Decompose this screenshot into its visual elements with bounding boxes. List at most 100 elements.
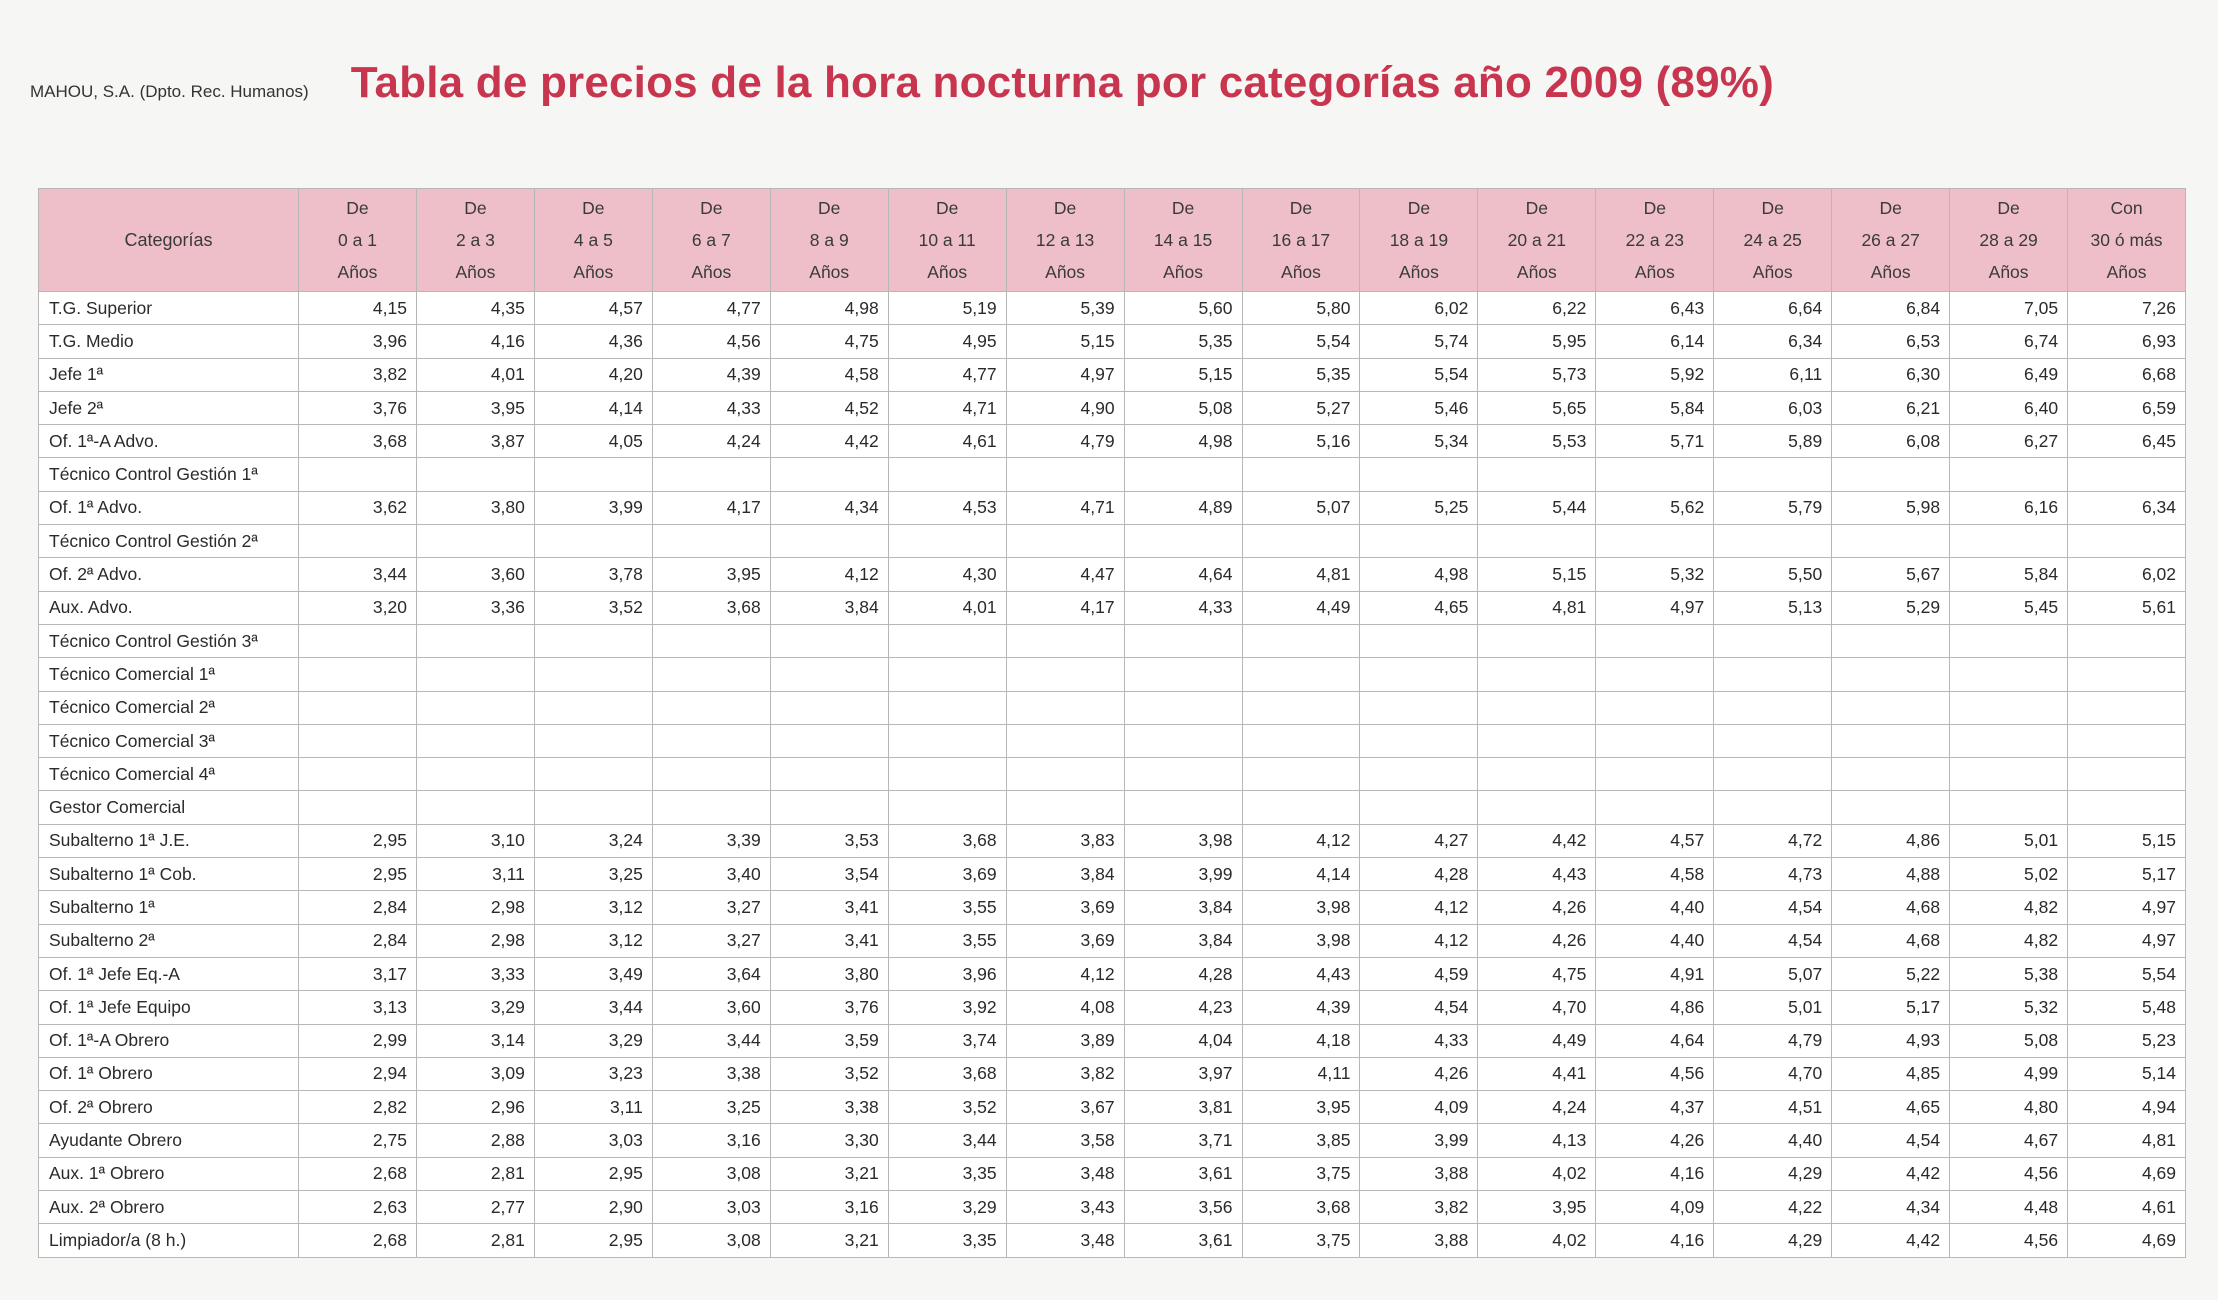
price-cell (1713, 524, 1833, 559)
price-cell (1005, 657, 1125, 692)
price-cell: 4,77 (887, 357, 1007, 392)
price-cell: 4,40 (1595, 890, 1715, 925)
column-header: De 0 a 1 Años (298, 188, 417, 292)
price-cell: 4,14 (1241, 857, 1361, 892)
price-cell: 2,98 (415, 890, 535, 925)
column-header-line: De (818, 198, 841, 218)
column-header-line: De (1997, 198, 2020, 218)
price-cell: 4,68 (1831, 923, 1951, 958)
price-cell: 3,69 (1005, 890, 1125, 925)
price-cell: 5,34 (1359, 424, 1479, 459)
price-cell: 4,28 (1123, 956, 1243, 992)
price-cell (651, 790, 771, 825)
price-cell: 6,43 (1595, 290, 1715, 326)
price-cell: 4,40 (1713, 1123, 1833, 1158)
price-cell: 3,52 (887, 1090, 1007, 1125)
price-cell: 3,14 (415, 1023, 535, 1058)
category-cell: Limpiador/a (8 h.) (38, 1223, 299, 1258)
price-cell (1949, 457, 2069, 492)
column-header: De 20 a 21 Años (1477, 188, 1597, 292)
column-header: De 28 a 29 Años (1949, 188, 2069, 292)
price-cell: 5,61 (2067, 590, 2186, 625)
price-cell: 4,97 (2067, 923, 2186, 958)
price-cell: 3,21 (769, 1223, 889, 1258)
column-header: De 18 a 19 Años (1359, 188, 1479, 292)
price-cell: 3,43 (1005, 1190, 1125, 1225)
price-cell (1359, 757, 1479, 792)
price-cell: 2,95 (533, 1223, 653, 1258)
price-cell: 4,29 (1713, 1156, 1833, 1192)
price-cell (298, 757, 417, 792)
price-cell: 3,68 (887, 1056, 1007, 1092)
price-cell: 4,33 (651, 390, 771, 426)
price-cell: 3,96 (887, 956, 1007, 992)
price-cell: 4,82 (1949, 890, 2069, 925)
price-cell: 6,03 (1713, 390, 1833, 426)
price-cell (1123, 457, 1243, 492)
price-cell: 3,98 (1241, 890, 1361, 925)
price-cell: 6,74 (1949, 324, 2069, 359)
price-cell: 3,03 (533, 1123, 653, 1158)
price-cell (1359, 723, 1479, 759)
price-cell (1831, 623, 1951, 659)
price-cell: 3,27 (651, 890, 771, 925)
price-cell (1477, 457, 1597, 492)
price-cell: 3,09 (415, 1056, 535, 1092)
price-cell: 4,65 (1359, 590, 1479, 625)
column-header-line: De (700, 198, 723, 218)
price-cell: 4,05 (533, 424, 653, 459)
column-header: De 16 a 17 Años (1241, 188, 1361, 292)
price-cell: 2,75 (298, 1123, 417, 1158)
price-cell (1477, 657, 1597, 692)
price-cell: 4,02 (1477, 1156, 1597, 1192)
price-cell: 4,28 (1359, 857, 1479, 892)
column-header: De 10 a 11 Años (887, 188, 1007, 292)
price-cell (415, 723, 535, 759)
price-cell: 4,36 (533, 324, 653, 359)
price-cell (2067, 524, 2186, 559)
price-cell: 3,82 (1359, 1190, 1479, 1225)
price-cell: 4,39 (1241, 990, 1361, 1025)
price-cell: 4,82 (1949, 923, 2069, 958)
price-cell (1241, 790, 1361, 825)
price-cell: 3,84 (1123, 923, 1243, 958)
price-cell: 3,98 (1123, 823, 1243, 859)
price-cell: 4,35 (415, 290, 535, 326)
price-cell: 3,39 (651, 823, 771, 859)
price-cell: 3,82 (298, 357, 417, 392)
price-cell: 5,89 (1713, 424, 1833, 459)
price-cell: 4,53 (887, 490, 1007, 526)
price-cell: 6,22 (1477, 290, 1597, 326)
price-cell: 4,04 (1123, 1023, 1243, 1058)
price-cell: 3,16 (769, 1190, 889, 1225)
price-cell: 4,56 (1595, 1056, 1715, 1092)
price-cell (2067, 657, 2186, 692)
price-cell: 4,81 (1241, 557, 1361, 592)
price-cell: 3,41 (769, 923, 889, 958)
price-cell (651, 457, 771, 492)
price-cell (1005, 690, 1125, 725)
column-header-line: De (1525, 198, 1549, 218)
price-cell: 4,73 (1713, 857, 1833, 892)
price-cell: 6,08 (1831, 424, 1951, 459)
price-cell (2067, 790, 2186, 825)
price-cell (533, 790, 653, 825)
table-row: Subalterno 1ª 2,84 2,98 3,12 3,27 3,41 3,55 3,6… (38, 890, 2186, 925)
table-row: Técnico Comercial 3ª (38, 723, 2186, 759)
column-header-line: De (464, 198, 487, 218)
price-cell: 4,79 (1713, 1023, 1833, 1058)
price-cell (1831, 457, 1951, 492)
price-cell: 6,27 (1949, 424, 2069, 459)
price-cell: 4,15 (298, 290, 417, 326)
price-cell (651, 723, 771, 759)
price-cell: 3,10 (415, 823, 535, 859)
price-cell: 5,54 (1359, 357, 1479, 392)
price-cell: 4,30 (887, 557, 1007, 592)
price-cell: 3,48 (1005, 1223, 1125, 1258)
price-cell: 4,56 (1949, 1223, 2069, 1258)
price-cell (1359, 457, 1479, 492)
price-cell (887, 524, 1007, 559)
column-header-line: Años (1634, 262, 1675, 282)
price-cell: 3,61 (1123, 1156, 1243, 1192)
price-cell: 3,76 (298, 390, 417, 426)
